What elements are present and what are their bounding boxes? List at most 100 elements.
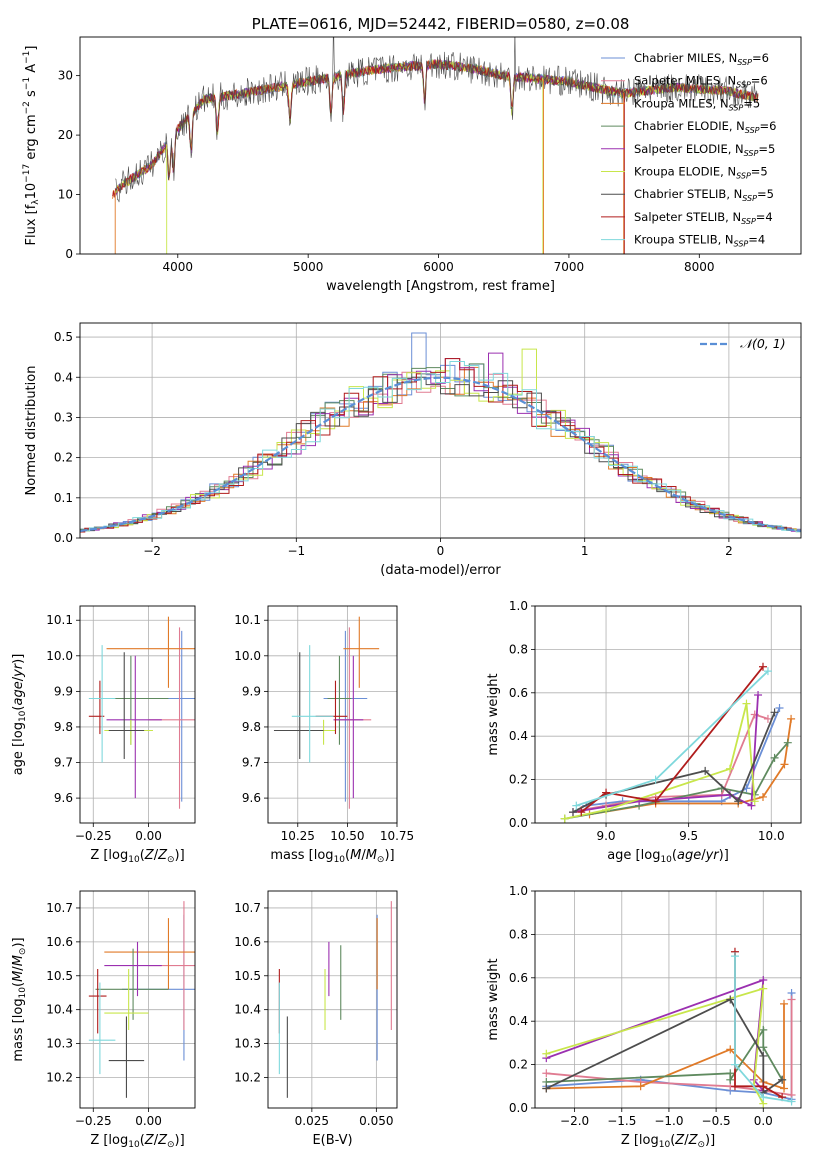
legend-label: Chabrier STELIB, NSSP=5 — [634, 187, 774, 203]
mass-weight-marker — [787, 1097, 796, 1106]
mass-weight-series — [734, 956, 792, 1103]
mass-weight-marker — [726, 1045, 735, 1054]
x-tick-label: 4000 — [163, 260, 194, 274]
x-tick-label: 5000 — [293, 260, 324, 274]
mass-weight-series — [576, 670, 769, 807]
mass-weight-series — [589, 718, 792, 816]
legend-label: Kroupa ELODIE, NSSP=5 — [634, 165, 768, 181]
errorbar-point — [291, 645, 334, 763]
errorbar-point — [104, 941, 162, 997]
legend-label: Kroupa STELIB, NSSP=4 — [634, 233, 765, 249]
y-tick-label: 10.4 — [234, 1003, 261, 1017]
legend-label: Salpeter MILES, NSSP=6 — [634, 74, 768, 90]
y-tick-label: 10.1 — [234, 613, 261, 627]
y-tick-label: 10.3 — [46, 1037, 73, 1051]
mass-weight-marker — [759, 984, 768, 993]
errorbar-point — [97, 655, 169, 745]
y-tick-label: 10.0 — [46, 649, 73, 663]
axes-residuals: −2 −1 0 1 2 0.0 0.1 0.2 0.3 0.4 0.5 — [54, 323, 801, 558]
mass-weight-marker — [759, 1043, 768, 1052]
legend-label: Chabrier MILES, NSSP=6 — [634, 51, 769, 67]
x-tick-label: 10.0 — [758, 829, 785, 843]
axes-frame — [79, 322, 802, 539]
y-tick-label: 9.6 — [54, 791, 73, 805]
errorbars-mass_vs_EBV — [278, 901, 392, 1098]
lines-mass_weight_vs_Z — [542, 947, 796, 1108]
y-tick-label: 0.4 — [509, 729, 528, 743]
spectrum-lines — [112, 37, 759, 254]
x-tick-label: 0.025 — [295, 1114, 329, 1128]
y-axis-label: Flux [fλ10−17 erg cm−2 s−1 A−1] — [22, 46, 41, 246]
y-axis-label: mass weight — [486, 958, 501, 1040]
errorbar-point — [88, 982, 116, 1075]
y-tick-label: 0.2 — [509, 773, 528, 787]
spectrum-series — [115, 37, 758, 203]
x-axis-label: Z [log10(Z/Z⊙)] — [621, 1133, 715, 1150]
y-tick-label: 0.4 — [509, 1014, 528, 1028]
mass-weight-series — [580, 666, 764, 813]
y-tick-label: 0.4 — [54, 370, 73, 384]
y-tick-label: 10.5 — [46, 969, 73, 983]
x-tick-label: 0.00 — [135, 829, 162, 843]
errorbar-point — [273, 652, 324, 759]
x-axis-label: wavelength [Angstrom, rest frame] — [326, 279, 555, 294]
x-axis-label: E(B-V) — [312, 1133, 352, 1148]
legend-label: Salpeter ELODIE, NSSP=5 — [634, 142, 775, 158]
y-tick-label: 10.7 — [46, 901, 73, 915]
x-tick-label: 10.25 — [281, 829, 315, 843]
y-tick-label: 9.8 — [242, 720, 261, 734]
errorbars-mass_vs_Z — [88, 901, 195, 1098]
y-tick-label: 0.3 — [54, 410, 73, 424]
y-tick-label: 20 — [58, 128, 73, 142]
mass-weight-marker — [780, 999, 789, 1008]
errorbars-age_vs_Z — [88, 616, 195, 809]
axes-frame — [534, 890, 802, 1109]
mass-weight-marker — [759, 792, 767, 801]
y-axis-label: age [log10(age/yr)] — [11, 654, 28, 776]
x-axis-label: (data-model)/error — [380, 563, 501, 578]
axes-frame — [79, 36, 802, 255]
mass-weight-marker — [742, 699, 751, 708]
errorbar-point — [315, 680, 348, 735]
y-tick-label: 10.6 — [46, 935, 73, 949]
y-tick-label: 10.6 — [234, 935, 261, 949]
errorbar-point — [317, 719, 336, 745]
y-tick-label: 9.9 — [242, 684, 261, 698]
x-tick-label: 0.050 — [359, 1114, 393, 1128]
axes-frame — [79, 890, 196, 1109]
y-tick-label: 0.8 — [509, 927, 528, 941]
mass-weight-marker — [734, 797, 743, 806]
errorbar-point — [148, 627, 195, 809]
y-tick-label: 9.7 — [54, 756, 73, 770]
y-tick-label: 0.8 — [509, 642, 528, 656]
errorbar-point — [333, 655, 364, 799]
residual-histogram — [80, 358, 801, 533]
errorbar-point — [88, 968, 107, 1034]
axes-frame — [534, 605, 802, 824]
y-axis-label: mass [log10(M/M⊙)] — [11, 937, 28, 1061]
y-tick-label: 0.2 — [509, 1058, 528, 1072]
y-tick-label: 10.7 — [234, 901, 261, 915]
errorbar-point — [327, 655, 352, 745]
spectrum-series — [112, 59, 759, 198]
y-tick-label: 1.0 — [509, 884, 528, 898]
mass-weight-series — [546, 999, 793, 1097]
mass-weight-marker — [651, 775, 660, 784]
x-tick-label: −1 — [287, 544, 305, 558]
x-axis-label: Z [log10(Z/Z⊙)] — [90, 1133, 184, 1150]
x-tick-label: 9.5 — [679, 829, 698, 843]
y-tick-label: 10.4 — [46, 1003, 73, 1017]
mass-weight-marker — [787, 995, 796, 1004]
y-tick-label: 10.2 — [46, 1070, 73, 1084]
x-tick-label: 2 — [725, 544, 733, 558]
y-tick-label: 0.5 — [54, 330, 73, 344]
legend-entry: Kroupa STELIB, NSSP=4 — [601, 233, 765, 249]
y-tick-label: 10.1 — [46, 613, 73, 627]
y-tick-label: 0.0 — [54, 531, 73, 545]
x-tick-label: 6000 — [423, 260, 454, 274]
mass-weight-marker — [754, 690, 763, 699]
x-tick-label: −0.25 — [75, 1114, 112, 1128]
legend-entry: Salpeter MILES, NSSP=6 — [601, 74, 768, 90]
mass-weight-marker — [730, 952, 739, 961]
legend-label: Salpeter STELIB, NSSP=4 — [634, 210, 773, 226]
